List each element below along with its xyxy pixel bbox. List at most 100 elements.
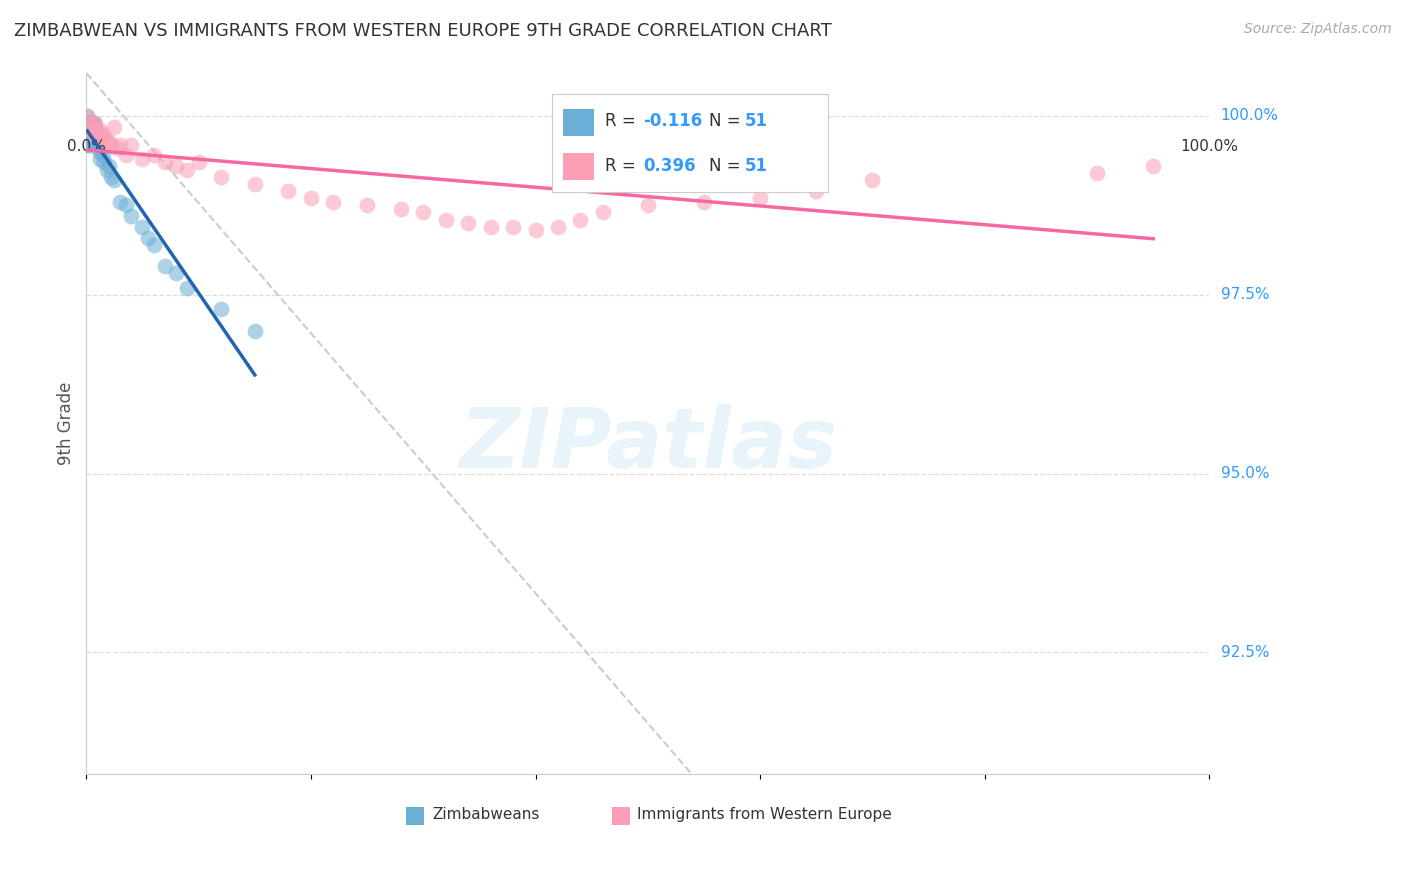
Point	[76, 123, 98, 137]
Point	[84, 130, 107, 145]
Point	[153, 155, 176, 169]
FancyBboxPatch shape	[612, 807, 630, 824]
Point	[277, 184, 299, 198]
Point	[82, 127, 104, 141]
Point	[479, 219, 502, 234]
Point	[77, 137, 100, 152]
Point	[749, 191, 772, 205]
Point	[243, 324, 266, 338]
Text: 92.5%: 92.5%	[1220, 645, 1270, 660]
Point	[86, 134, 108, 148]
Point	[76, 130, 98, 145]
Text: 100.0%: 100.0%	[1181, 139, 1239, 154]
Point	[80, 127, 103, 141]
Point	[187, 155, 209, 169]
Text: ZIPatlas: ZIPatlas	[458, 404, 837, 485]
Point	[108, 137, 131, 152]
Point	[82, 127, 104, 141]
Point	[592, 205, 614, 219]
Point	[86, 127, 108, 141]
Point	[131, 152, 153, 166]
Point	[412, 205, 434, 219]
Point	[120, 209, 142, 223]
Point	[93, 155, 115, 169]
Point	[86, 123, 108, 137]
Point	[93, 130, 115, 145]
Text: 0.0%: 0.0%	[67, 139, 105, 154]
Point	[80, 123, 103, 137]
Point	[86, 130, 108, 145]
Point	[693, 194, 716, 209]
Point	[79, 116, 101, 130]
Point	[142, 148, 165, 162]
Point	[79, 123, 101, 137]
Point	[80, 123, 103, 137]
Point	[806, 184, 828, 198]
Point	[79, 123, 101, 137]
Point	[86, 127, 108, 141]
Point	[165, 159, 187, 173]
Point	[76, 109, 98, 123]
Point	[77, 116, 100, 130]
Point	[77, 130, 100, 145]
Point	[97, 134, 120, 148]
Point	[136, 230, 159, 244]
Point	[89, 123, 111, 137]
Text: ZIMBABWEAN VS IMMIGRANTS FROM WESTERN EUROPE 9TH GRADE CORRELATION CHART: ZIMBABWEAN VS IMMIGRANTS FROM WESTERN EU…	[14, 22, 832, 40]
Text: 100.0%: 100.0%	[1220, 109, 1278, 123]
Point	[84, 127, 107, 141]
Text: 97.5%: 97.5%	[1220, 287, 1270, 302]
Point	[89, 152, 111, 166]
Text: Zimbabweans: Zimbabweans	[432, 807, 540, 822]
Point	[76, 116, 98, 130]
Point	[83, 116, 105, 130]
Point	[90, 130, 112, 145]
Point	[80, 116, 103, 130]
Point	[96, 134, 118, 148]
Point	[434, 212, 457, 227]
Point	[108, 194, 131, 209]
Point	[76, 137, 98, 152]
Point	[77, 116, 100, 130]
Point	[82, 116, 104, 130]
Point	[80, 130, 103, 145]
Point	[84, 116, 107, 130]
Point	[243, 177, 266, 191]
Point	[142, 237, 165, 252]
Point	[114, 198, 136, 212]
Point	[77, 123, 100, 137]
Point	[120, 137, 142, 152]
Point	[1085, 166, 1108, 180]
Point	[299, 191, 322, 205]
Point	[100, 137, 122, 152]
Point	[97, 159, 120, 173]
Point	[322, 194, 344, 209]
FancyBboxPatch shape	[406, 807, 425, 824]
Point	[80, 116, 103, 130]
Point	[76, 109, 98, 123]
Point	[165, 266, 187, 280]
Point	[356, 198, 378, 212]
Point	[103, 173, 125, 187]
Point	[457, 216, 479, 230]
Point	[209, 301, 232, 316]
Point	[209, 169, 232, 184]
Point	[105, 141, 128, 155]
Point	[176, 280, 198, 294]
Point	[502, 219, 524, 234]
Point	[82, 123, 104, 137]
Text: Source: ZipAtlas.com: Source: ZipAtlas.com	[1244, 22, 1392, 37]
Y-axis label: 9th Grade: 9th Grade	[58, 382, 75, 466]
Point	[86, 141, 108, 155]
Point	[153, 259, 176, 273]
Point	[82, 130, 104, 145]
Point	[524, 223, 547, 237]
Text: Immigrants from Western Europe: Immigrants from Western Europe	[637, 807, 891, 822]
Text: 95.0%: 95.0%	[1220, 467, 1270, 481]
Point	[83, 123, 105, 137]
Point	[637, 198, 659, 212]
Point	[862, 173, 884, 187]
Point	[86, 137, 108, 152]
Point	[569, 212, 592, 227]
Point	[89, 145, 111, 159]
